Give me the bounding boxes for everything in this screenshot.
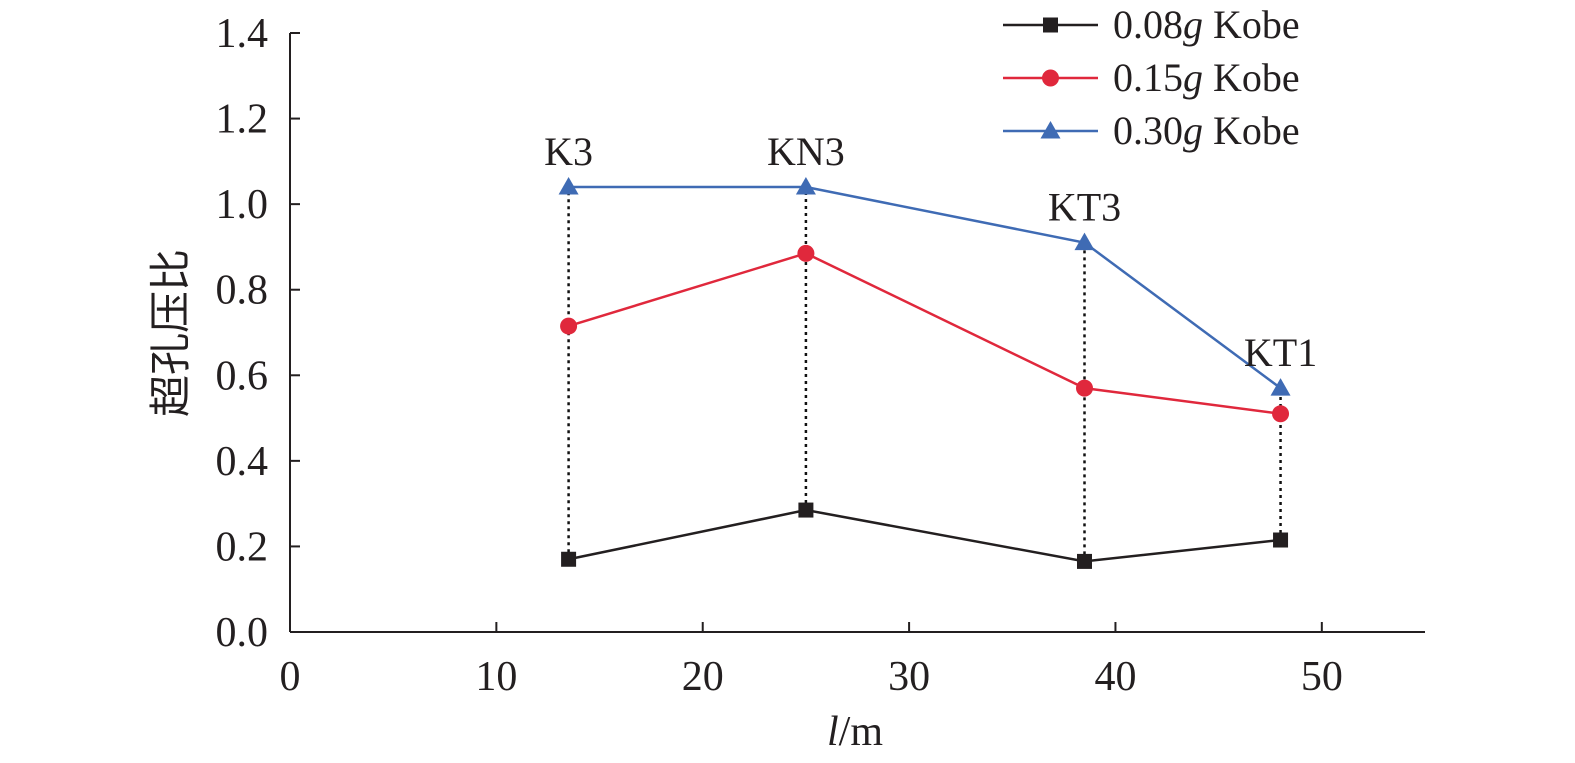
legend-label-unit: g bbox=[1183, 55, 1203, 100]
x-tick-label: 10 bbox=[475, 654, 517, 700]
legend-label-unit: g bbox=[1183, 108, 1203, 153]
data-point bbox=[1076, 379, 1093, 397]
data-point bbox=[798, 502, 814, 518]
point-label: KN3 bbox=[767, 129, 845, 174]
series-group bbox=[558, 177, 1291, 569]
y-tick-label: 0.4 bbox=[216, 439, 269, 485]
y-tick-label: 0.6 bbox=[216, 353, 269, 399]
legend-marker bbox=[1040, 121, 1061, 139]
data-point bbox=[795, 177, 816, 195]
data-point bbox=[558, 177, 579, 195]
legend-label: 0.30g Kobe bbox=[1113, 108, 1300, 153]
y-tick-label: 1.4 bbox=[216, 11, 269, 57]
legend-label: 0.15g Kobe bbox=[1113, 55, 1300, 100]
legend-label-record: Kobe bbox=[1203, 2, 1300, 47]
x-tick-label: 50 bbox=[1301, 654, 1343, 700]
y-tick-label: 0.2 bbox=[216, 524, 269, 570]
point-label: KT3 bbox=[1048, 185, 1121, 230]
legend-label-value: 0.15 bbox=[1113, 55, 1183, 100]
x-tick-label: 20 bbox=[682, 654, 724, 700]
x-tick-label: 30 bbox=[888, 654, 930, 700]
legend-label-record: Kobe bbox=[1203, 108, 1300, 153]
point-labels: K3 KN3 KT3 KT1 bbox=[544, 129, 1317, 375]
y-tick-label: 0.8 bbox=[216, 268, 269, 314]
guide-lines bbox=[567, 187, 1282, 562]
legend-label: 0.08g Kobe bbox=[1113, 2, 1300, 47]
x-tick-label: 0 bbox=[280, 654, 301, 700]
data-point bbox=[797, 244, 815, 262]
series-line bbox=[568, 185, 1282, 390]
legend-item-1: 0.15g Kobe bbox=[1003, 55, 1300, 100]
y-tick-label: 1.0 bbox=[216, 182, 269, 228]
data-point bbox=[561, 551, 577, 567]
data-point bbox=[1077, 553, 1092, 569]
legend-item-0: 0.08g Kobe bbox=[1003, 2, 1300, 47]
x-axis-title-variable: l bbox=[827, 709, 839, 755]
y-tick-label: 1.2 bbox=[216, 97, 269, 143]
series-0 bbox=[561, 502, 1289, 569]
legend-label-unit: g bbox=[1183, 2, 1203, 47]
point-label: K3 bbox=[544, 129, 593, 174]
y-tick-label: 0.0 bbox=[216, 610, 269, 656]
data-point bbox=[1272, 405, 1290, 423]
legend-label-value: 0.08 bbox=[1113, 2, 1183, 47]
series-2 bbox=[558, 177, 1291, 396]
series-line bbox=[568, 252, 1281, 416]
legend-label-value: 0.30 bbox=[1113, 108, 1183, 153]
legend-label-record: Kobe bbox=[1203, 55, 1300, 100]
data-point bbox=[1074, 232, 1095, 251]
legend-item-2: 0.30g Kobe bbox=[1003, 108, 1300, 153]
axes: 0 10 20 30 40 50 0.0 0.2 0.4 0.6 0.8 1.0 1.2 1.4 bbox=[216, 11, 1425, 700]
legend-marker bbox=[1042, 69, 1059, 87]
series-line bbox=[568, 508, 1281, 563]
data-point bbox=[1270, 378, 1291, 396]
series-1 bbox=[560, 244, 1290, 423]
x-tick-label: 40 bbox=[1094, 654, 1136, 700]
point-label: KT1 bbox=[1244, 330, 1317, 375]
legend-marker bbox=[1043, 17, 1058, 33]
x-axis-title-unit: /m bbox=[839, 709, 884, 755]
x-axis-title: l/m bbox=[827, 709, 883, 755]
y-axis-title: 超孔压比 bbox=[149, 249, 195, 417]
data-point bbox=[560, 317, 578, 335]
data-point bbox=[1273, 532, 1289, 548]
